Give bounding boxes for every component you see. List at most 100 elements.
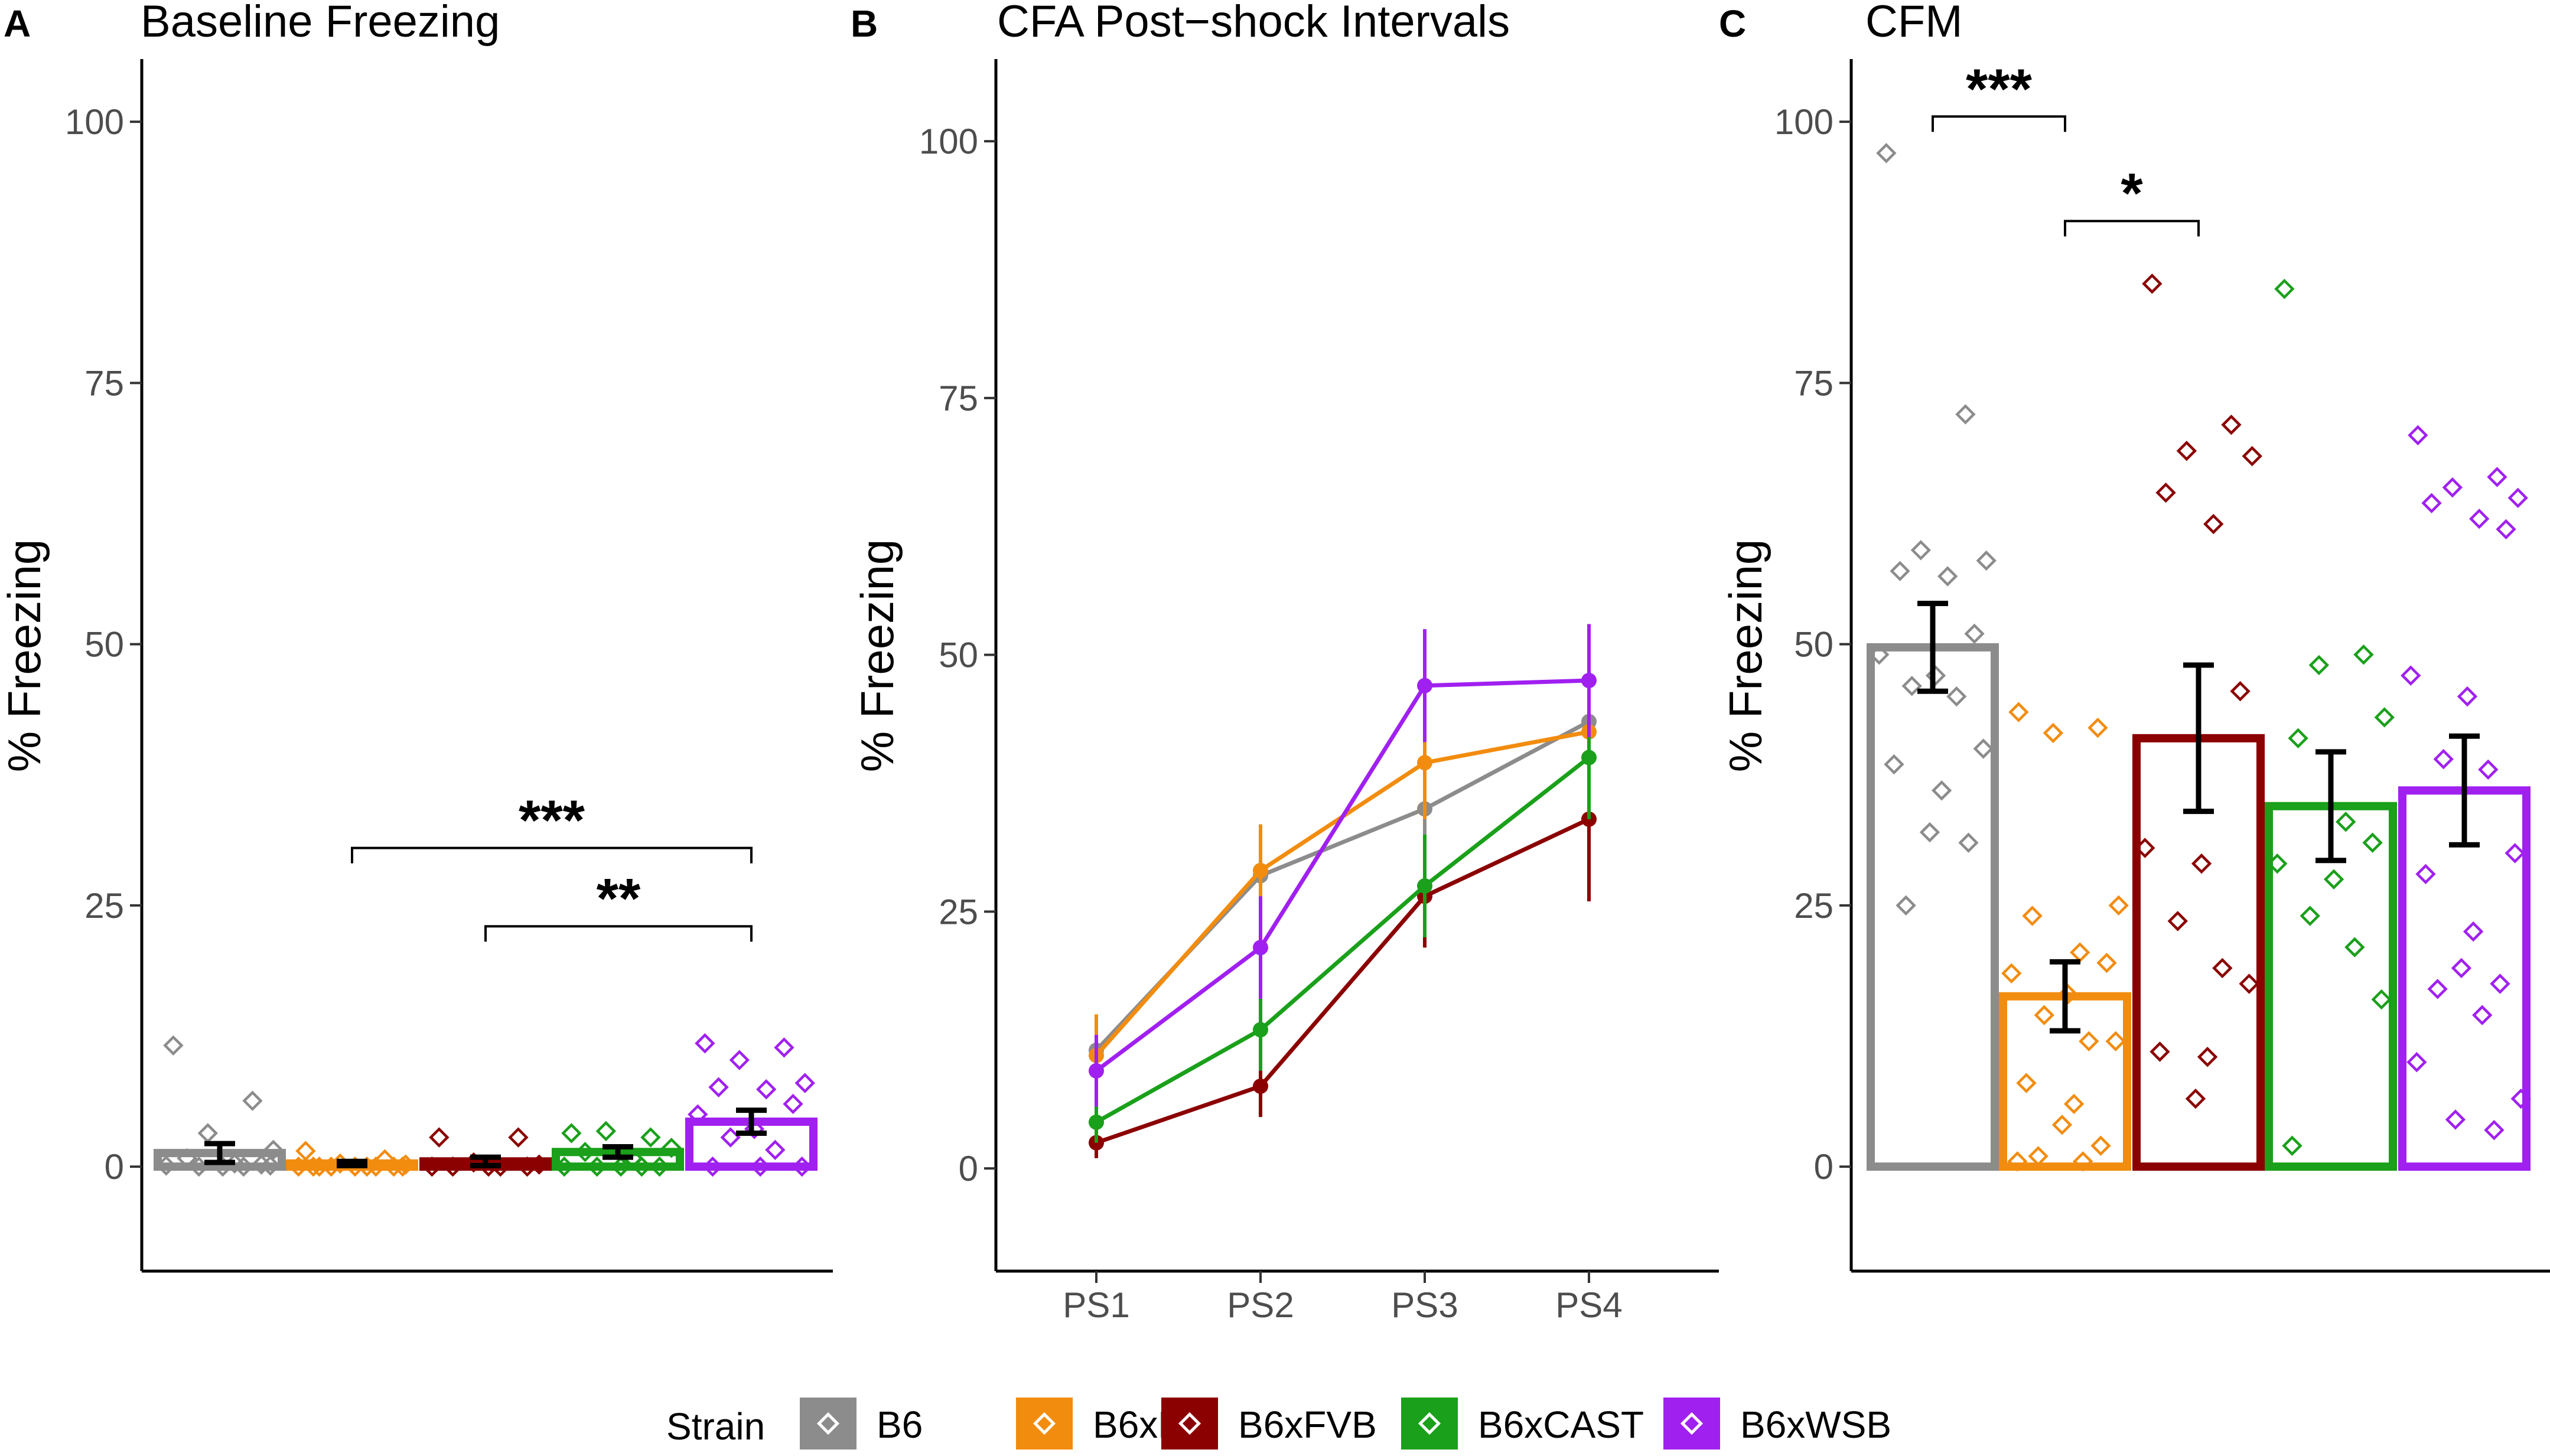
significance-label: * [2121,162,2143,225]
data-point-B6xWSB [2505,843,2525,864]
legend-label-B6xFVB: B6xFVB [1238,1403,1377,1446]
data-point-B6xCAST [661,1138,682,1158]
data-point-B6xD2 [288,1156,309,1177]
bar-B6xWSB [2398,786,2531,1171]
data-point-B6 [242,1090,263,1111]
data-point-B6xFVB [517,1156,538,1177]
data-point-B6xWSB [729,1050,750,1070]
series-point-B6xD2 [1253,862,1268,878]
data-point-B6xWSB [2442,477,2463,498]
panel-c-y-axis-title: % Freezing [1719,539,1771,773]
data-point-B6xWSB [2433,749,2454,770]
data-point-B6 [1976,550,1997,571]
data-point-B6xWSB [794,1073,815,1093]
data-point-B6xCAST [595,1120,617,1142]
data-point-B6xCAST [554,1156,575,1177]
data-point-B6 [263,1139,284,1160]
data-point-B6xWSB [2507,487,2528,509]
data-point-B6xCAST [2353,644,2374,665]
legend-item-B6xFVB: B6xFVB [1161,1398,1377,1450]
data-point-B6 [1890,561,1910,581]
series-B6xWSB [1089,624,1597,1107]
legend-key-marker [816,1412,840,1435]
panel-a-title: Baseline Freezing [141,0,500,47]
data-point-B6 [177,1148,197,1169]
data-point-B6xFVB [422,1156,442,1177]
data-point-B6xCAST [2300,905,2320,926]
data-point-B6xD2 [2073,1151,2093,1172]
data-point-B6xWSB [2451,957,2472,979]
data-point-B6xFVB [2197,1047,2218,1067]
panel-b-letter: B [851,2,878,45]
legend-label-B6xCAST: B6xCAST [1478,1403,1644,1446]
significance-line [484,925,753,942]
data-point-B6xCAST [2282,1135,2303,1156]
significance-bracket: ** [484,867,753,942]
data-point-B6xWSB [688,1104,708,1125]
data-point-B6xCAST [2362,832,2383,853]
data-point-B6xWSB [702,1156,723,1177]
y-tick-label: 0 [105,1147,124,1187]
data-point-B6xFVB [2239,973,2259,994]
y-tick-label: 100 [1774,102,1833,142]
data-point-B6xWSB [2401,665,2421,686]
data-point-B6 [1937,566,1958,587]
data-point-B6xWSB [695,1033,715,1054]
data-point-B6xCAST [575,1142,595,1162]
y-tick-label: 100 [919,122,978,161]
y-tick-label: 50 [1794,625,1833,665]
data-point-B6xWSB [2487,467,2507,487]
data-point-B6 [1901,676,1922,696]
data-point-B6xD2 [2007,1151,2028,1172]
data-point-B6 [1884,754,1904,775]
data-point-B6xWSB [2490,973,2510,994]
data-point-B6xCAST [2274,278,2295,299]
data-point-B6xD2 [303,1156,324,1177]
y-tick-label: 75 [84,363,124,403]
data-point-B6xFVB [508,1127,529,1148]
series-line-B6xWSB [1095,678,1590,1073]
data-point-B6xWSB [756,1079,777,1100]
panel-b: B CFA Post−shock Intervals % Freezing 0 2… [851,0,1719,1325]
data-point-B6 [1919,822,1940,843]
data-point-B6xWSB [2457,686,2478,707]
data-point-B6xCAST [2344,937,2365,957]
data-point-B6xFVB [2135,838,2155,858]
series-line-B6 [1095,719,1590,1052]
y-tick-label: 25 [84,886,124,926]
series-line-B6xD2 [1095,729,1590,1057]
significance-label: *** [1966,57,2033,120]
y-tick-label: 50 [939,636,978,675]
error-bar-B6xWSB [736,1108,767,1136]
data-point-B6xCAST [2288,728,2308,749]
data-point-B6 [1973,738,1994,759]
panel-b-plot-area: 0 25 50 75 100 PS1 PS2 PS3 PS4 [919,59,1719,1325]
data-point-B6xFVB [2176,441,2197,461]
legend-key-B6xWSB [1663,1398,1720,1450]
panel-c-title: CFM [1865,0,1963,47]
data-point-B6xD2 [383,1156,404,1177]
series-B6xFVB [1089,737,1597,1158]
data-point-B6 [1964,623,1985,644]
data-point-B6xFVB [2191,853,2212,874]
y-tick-label: 100 [65,102,124,142]
y-tick-label: 75 [939,379,978,418]
panel-a: A Baseline Freezing % Freezing 0 25 50 75 10… [0,0,833,1273]
data-point-B6xCAST [2374,707,2395,728]
series-point-B6xCAST [1417,878,1432,894]
data-point-B6xWSB [2445,1109,2466,1130]
data-point-B6xWSB [792,1156,812,1177]
error-bar-B6xCAST [2315,749,2346,864]
data-point-B6xCAST [640,1127,661,1148]
legend-key-B6xFVB [1161,1398,1218,1450]
data-point-B6xFVB [2185,1088,2206,1109]
data-point-B6xWSB [2415,864,2436,884]
error-bar-B6xD2 [2050,959,2080,1034]
panel-a-y-axis-title: % Freezing [0,539,50,773]
data-point-B6xWSB [2427,979,2448,999]
data-point-B6xD2 [2016,1073,2037,1093]
data-point-B6xFVB [2155,482,2176,503]
data-point-B6xCAST [2267,853,2288,874]
data-point-B6xFVB [2142,273,2163,294]
